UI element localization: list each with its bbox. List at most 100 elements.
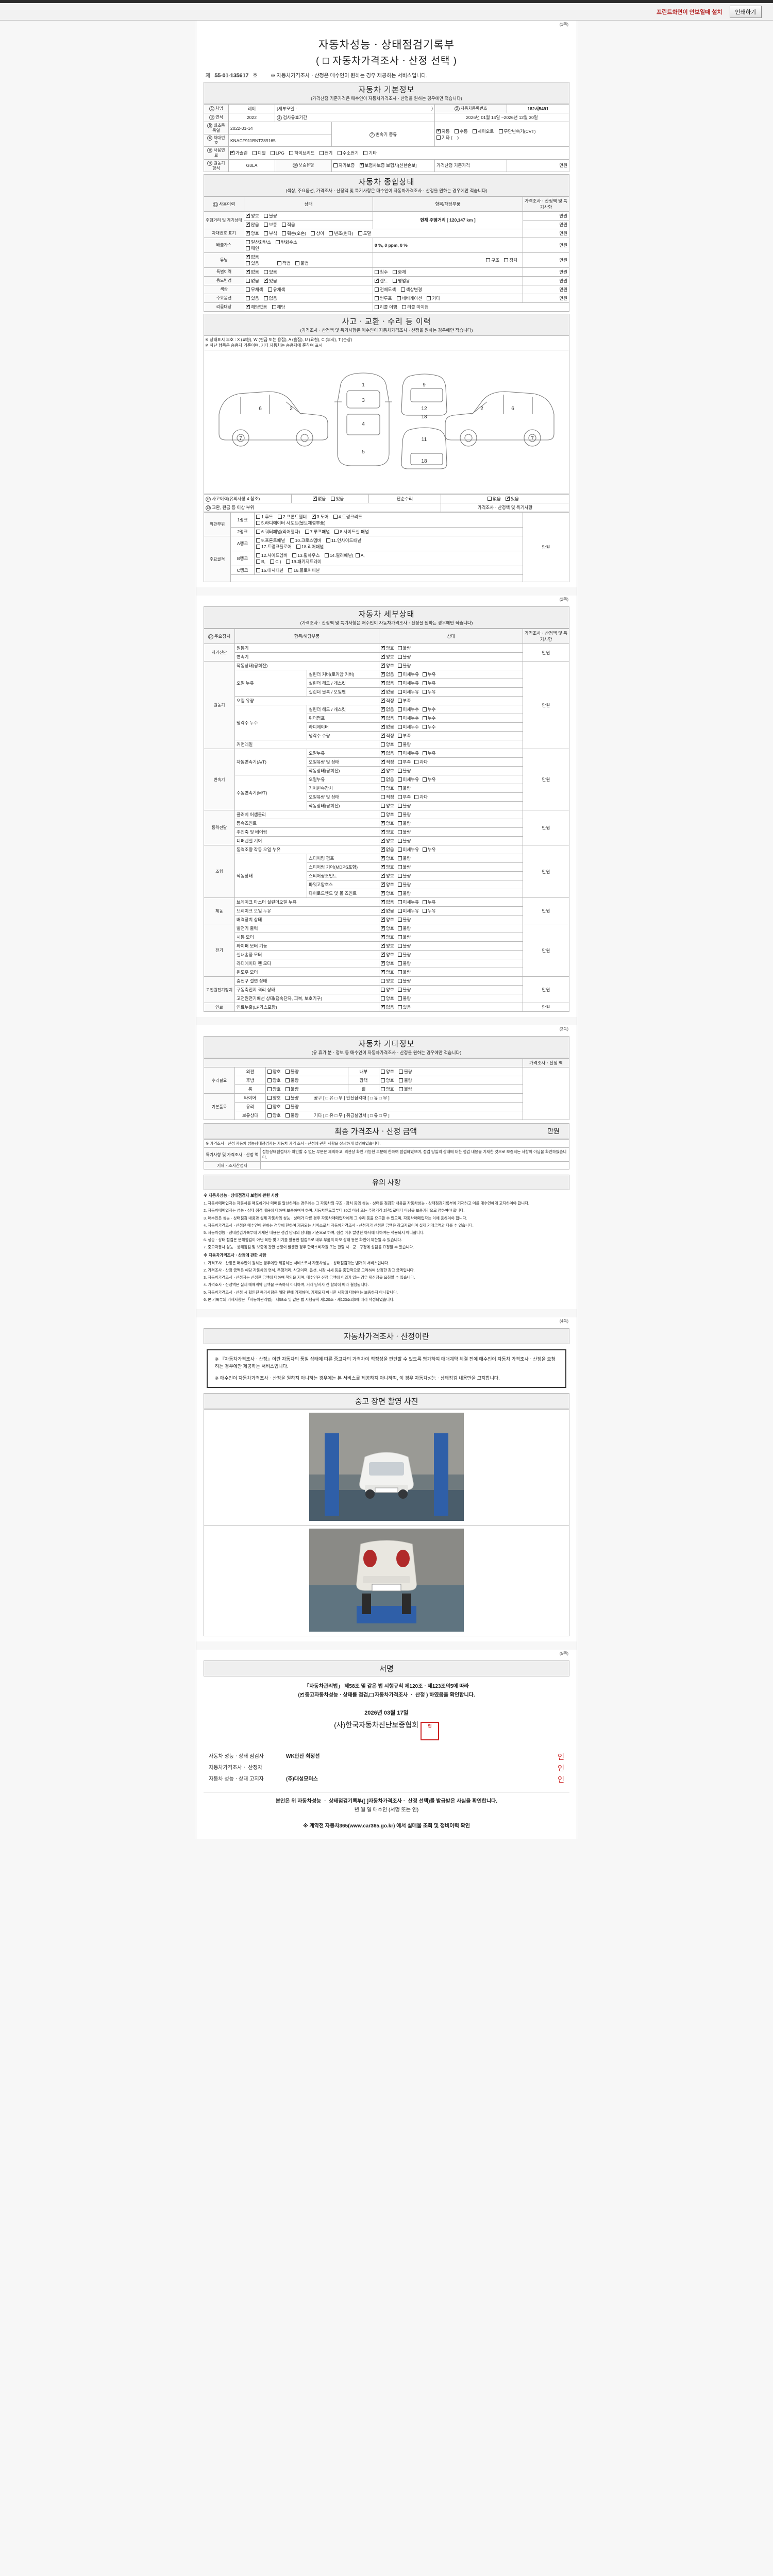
detail-option[interactable]: 미세누유	[397, 776, 419, 783]
detail-option[interactable]: 없음	[381, 688, 394, 695]
detail-option[interactable]: 양호	[381, 960, 394, 967]
detail-option[interactable]: 적정	[381, 794, 394, 800]
detail-option[interactable]: 양호	[381, 855, 394, 861]
fuel-opt-diesel[interactable]: 디젤	[252, 150, 265, 156]
detail-option[interactable]: 양호	[381, 653, 394, 660]
detail-option[interactable]: 불량	[397, 838, 411, 844]
detail-option[interactable]: 양호	[381, 916, 394, 923]
warranty-opt-insurance[interactable]: 보험사보증 보험사[신한손보]	[359, 162, 417, 168]
detail-option[interactable]: 있음	[397, 1004, 411, 1010]
fuel-opt-hybrid[interactable]: 하이브리드	[289, 150, 314, 156]
warranty-opt-self[interactable]: 자가보증	[333, 162, 355, 168]
detail-option[interactable]: 양호	[381, 662, 394, 669]
detail-option[interactable]: 양호	[381, 987, 394, 993]
detail-option[interactable]: 불량	[397, 943, 411, 949]
detail-option[interactable]: 불량	[397, 917, 411, 923]
detail-option[interactable]: 누유	[422, 680, 436, 686]
detail-option[interactable]: 불량	[397, 969, 411, 975]
detail-option[interactable]: 과다	[414, 794, 428, 800]
detail-option[interactable]: 누유	[422, 671, 436, 677]
detail-option[interactable]: 불량	[397, 820, 411, 826]
print-button[interactable]: 인쇄하기	[729, 5, 762, 18]
detail-option[interactable]: 양호	[381, 934, 394, 940]
detail-option[interactable]: 불량	[397, 654, 411, 660]
detail-option[interactable]: 양호	[381, 872, 394, 879]
detail-option[interactable]: 양호	[381, 645, 394, 651]
detail-option[interactable]: 불량	[397, 882, 411, 888]
detail-option[interactable]: 불량	[397, 785, 411, 791]
fuel-opt-gasoline[interactable]: 가솔린	[230, 149, 247, 156]
detail-option[interactable]: 양호	[381, 925, 394, 931]
detail-option[interactable]: 양호	[381, 881, 394, 888]
detail-option[interactable]: 양호	[381, 863, 394, 870]
detail-option[interactable]: 양호	[381, 969, 394, 975]
detail-option[interactable]: 부족	[397, 759, 411, 765]
detail-option[interactable]: 누유	[422, 776, 436, 783]
detail-option[interactable]: 미세누유	[397, 680, 419, 686]
detail-option[interactable]: 없음	[381, 899, 394, 905]
detail-option[interactable]: 불량	[397, 960, 411, 967]
detail-option[interactable]: 불량	[397, 978, 411, 984]
transmission-opt-auto[interactable]: 자동	[436, 128, 450, 134]
detail-option[interactable]: 미세누유	[397, 671, 419, 677]
detail-option[interactable]: 양호	[381, 741, 394, 748]
detail-option[interactable]: 없음	[381, 907, 394, 914]
detail-option[interactable]: 양호	[381, 942, 394, 949]
detail-option[interactable]: 양호	[381, 837, 394, 844]
detail-option[interactable]: 양호	[381, 828, 394, 835]
detail-option[interactable]: 없음	[381, 715, 394, 721]
detail-option[interactable]: 양호	[381, 890, 394, 896]
detail-option[interactable]: 불량	[397, 995, 411, 1002]
detail-option[interactable]: 누유	[422, 899, 436, 905]
detail-option[interactable]: 불량	[397, 934, 411, 940]
detail-option[interactable]: 누유	[422, 908, 436, 914]
detail-option[interactable]: 누유	[422, 689, 436, 695]
detail-option[interactable]: 양호	[381, 785, 394, 791]
detail-option[interactable]: 누유	[422, 846, 436, 853]
detail-option[interactable]: 양호	[381, 767, 394, 774]
detail-option[interactable]: 없음	[381, 671, 394, 677]
detail-option[interactable]: 불량	[397, 829, 411, 835]
detail-option[interactable]: 부족	[397, 733, 411, 739]
detail-option[interactable]: 불량	[397, 925, 411, 931]
transmission-opt-etc[interactable]: 기타 ( )	[436, 134, 459, 141]
fuel-opt-hydrogen[interactable]: 수소전기	[337, 150, 359, 156]
transmission-opt-manual[interactable]: 수동	[455, 128, 468, 134]
fuel-opt-electric[interactable]: 전기	[319, 150, 332, 156]
detail-option[interactable]: 적정	[381, 758, 394, 765]
detail-option[interactable]: 양호	[381, 995, 394, 1002]
detail-option[interactable]: 불량	[397, 890, 411, 896]
transmission-opt-cvt[interactable]: 무단변속기(CVT)	[498, 128, 535, 134]
detail-option[interactable]: 불량	[397, 663, 411, 669]
detail-option[interactable]: 미세누유	[397, 689, 419, 695]
fuel-opt-etc[interactable]: 기타	[363, 150, 377, 156]
detail-option[interactable]: 미세누유	[397, 908, 419, 914]
detail-option[interactable]: 없음	[381, 1004, 394, 1010]
detail-option[interactable]: 양호	[381, 811, 394, 818]
detail-option[interactable]: 양호	[381, 820, 394, 826]
detail-option[interactable]: 누수	[422, 724, 436, 730]
detail-option[interactable]: 없음	[381, 706, 394, 713]
detail-option[interactable]: 불량	[397, 855, 411, 861]
detail-option[interactable]: 없음	[381, 750, 394, 756]
detail-option[interactable]: 미세누유	[397, 899, 419, 905]
detail-option[interactable]: 없음	[381, 723, 394, 730]
detail-option[interactable]: 없음	[381, 776, 394, 783]
detail-option[interactable]: 부족	[397, 698, 411, 704]
detail-option[interactable]: 불량	[397, 768, 411, 774]
detail-option[interactable]: 양호	[381, 803, 394, 809]
detail-option[interactable]: 미세누유	[397, 750, 419, 756]
detail-option[interactable]: 불량	[397, 864, 411, 870]
detail-option[interactable]: 불량	[397, 987, 411, 993]
detail-option[interactable]: 적정	[381, 732, 394, 739]
detail-option[interactable]: 적정	[381, 697, 394, 704]
detail-option[interactable]: 불량	[397, 811, 411, 818]
detail-option[interactable]: 양호	[381, 951, 394, 958]
detail-option[interactable]: 불량	[397, 952, 411, 958]
detail-option[interactable]: 미세누수	[397, 715, 419, 721]
detail-option[interactable]: 과다	[414, 759, 428, 765]
fuel-opt-lpg[interactable]: LPG	[270, 150, 284, 156]
detail-option[interactable]: 미세누유	[397, 846, 419, 853]
detail-option[interactable]: 없음	[381, 846, 394, 853]
detail-option[interactable]: 불량	[397, 803, 411, 809]
